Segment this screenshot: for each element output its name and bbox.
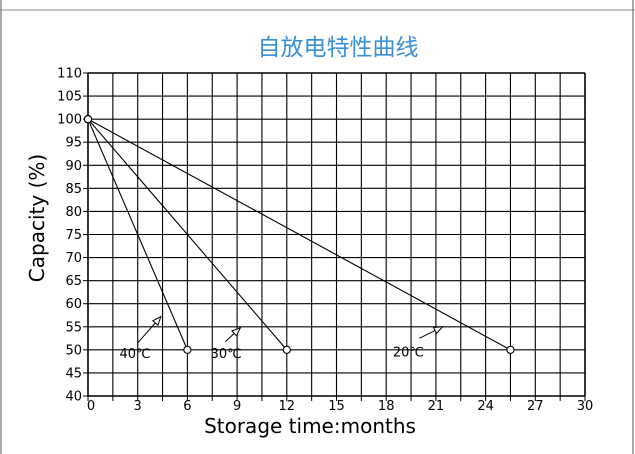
x-tick-label: 6 bbox=[183, 399, 191, 414]
y-tick-label: 65 bbox=[65, 274, 82, 289]
series-label: 40℃ bbox=[119, 347, 150, 362]
x-tick-label: 3 bbox=[134, 399, 142, 414]
data-point-marker bbox=[183, 345, 192, 355]
series-line bbox=[87, 118, 511, 351]
y-tick-label: 90 bbox=[65, 159, 82, 174]
x-tick-labels: 0 3 6 9 12 15 18 21 24 27 30 bbox=[87, 399, 593, 414]
x-tick-label: 27 bbox=[527, 399, 544, 414]
series-line bbox=[87, 118, 188, 351]
x-tick-label: 24 bbox=[477, 399, 494, 414]
annotation-arrow-head bbox=[432, 326, 444, 335]
y-tick-label: 85 bbox=[65, 182, 82, 197]
y-tick-label: 95 bbox=[65, 136, 82, 151]
y-tick-label: 45 bbox=[65, 366, 82, 381]
data-point-marker bbox=[506, 345, 515, 355]
y-axis-label: Capacity (%) bbox=[25, 154, 49, 282]
series-line bbox=[87, 118, 288, 351]
x-tick-label: 9 bbox=[233, 399, 241, 414]
series-lines bbox=[83, 114, 515, 355]
annotation-arrow-head bbox=[151, 315, 162, 326]
series-annotations: 40℃ 30℃ 20℃ bbox=[119, 315, 444, 362]
x-tick-label: 15 bbox=[328, 399, 345, 414]
y-tick-label: 105 bbox=[57, 90, 82, 105]
y-tick-label: 100 bbox=[57, 113, 82, 128]
x-tick-label: 30 bbox=[577, 399, 594, 414]
y-tick-label: 50 bbox=[65, 343, 82, 358]
y-tick-label: 55 bbox=[65, 320, 82, 335]
series-label: 20℃ bbox=[393, 345, 424, 360]
y-tick-label: 110 bbox=[57, 67, 82, 82]
y-tick-label: 40 bbox=[65, 390, 82, 405]
x-tick-label: 0 bbox=[87, 399, 95, 414]
data-point-marker bbox=[282, 345, 291, 355]
grid bbox=[83, 72, 586, 401]
y-tick-labels: 40 45 50 55 60 65 70 75 80 85 90 95 100 105 110 bbox=[57, 67, 82, 405]
data-point-marker bbox=[83, 114, 93, 124]
x-tick-label: 12 bbox=[279, 399, 296, 414]
x-tick-label: 21 bbox=[428, 399, 445, 414]
y-tick-label: 70 bbox=[65, 251, 82, 266]
annotation-arrow-head bbox=[231, 326, 242, 337]
y-tick-label: 60 bbox=[65, 297, 82, 312]
y-tick-label: 80 bbox=[65, 205, 82, 220]
x-tick-label: 18 bbox=[378, 399, 395, 414]
y-tick-label: 75 bbox=[65, 228, 82, 243]
series-label: 30℃ bbox=[211, 347, 242, 362]
chart-title: 自放电特性曲线 bbox=[258, 35, 419, 61]
x-axis-label: Storage time:months bbox=[204, 414, 416, 438]
